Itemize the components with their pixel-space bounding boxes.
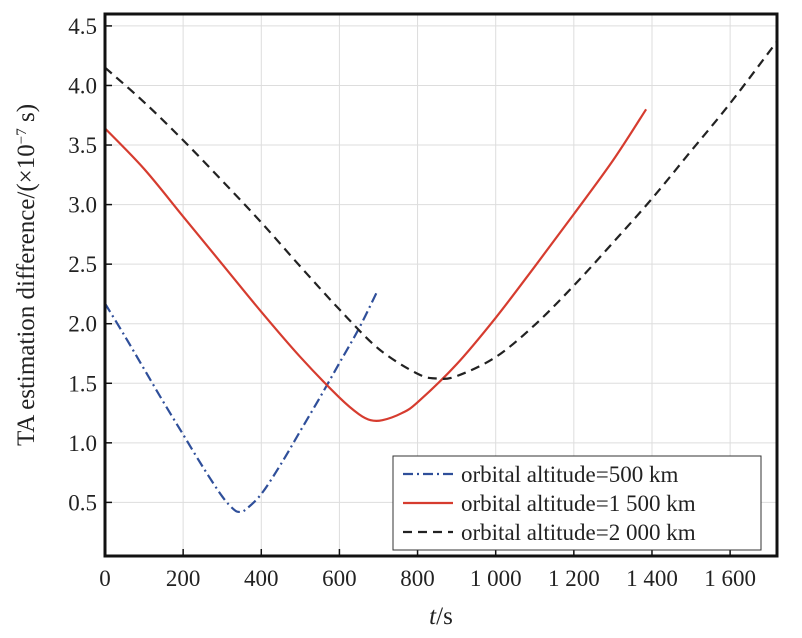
y-tick-label: 2.0 — [68, 312, 97, 337]
grid-lines — [104, 14, 777, 556]
x-tick-label: 1 600 — [704, 566, 756, 591]
x-tick-label: 0 — [99, 566, 111, 591]
y-tick-label: 4.0 — [68, 73, 97, 98]
series-line-3 — [104, 40, 778, 380]
y-tick-label: 2.5 — [68, 252, 97, 277]
x-axis-label: t/s — [429, 603, 453, 630]
series-line-2 — [104, 108, 648, 423]
legend-label-1: orbital altitude=500 km — [461, 462, 678, 487]
legend-box — [392, 455, 762, 551]
legend: orbital altitude=500 km orbital altitude=… — [392, 455, 762, 551]
plot-frame — [103, 12, 779, 558]
y-tick-label: 3.5 — [68, 133, 97, 158]
x-tick-label: 200 — [166, 566, 201, 591]
x-tick-label: 1 200 — [548, 566, 600, 591]
y-tick-label: 1.0 — [68, 431, 97, 456]
series-line-1 — [104, 292, 378, 514]
x-tick-label: 600 — [322, 566, 357, 591]
y-tick-label: 3.0 — [68, 193, 97, 218]
y-axis-label-tail: s) — [13, 104, 40, 128]
y-axis-ticks: 0.5 1.0 1.5 2.0 2.5 3.0 3.5 4.0 4.5 — [68, 14, 112, 515]
x-tick-label: 1 000 — [470, 566, 522, 591]
y-tick-label: 4.5 — [68, 14, 97, 39]
y-axis-label-exponent: −7 — [14, 128, 30, 144]
series-lines — [104, 40, 778, 514]
legend-label-2: orbital altitude=1 500 km — [461, 491, 696, 516]
x-tick-label: 400 — [244, 566, 279, 591]
y-tick-label: 0.5 — [68, 490, 97, 515]
x-axis-label-var: t — [429, 603, 437, 630]
legend-label-3: orbital altitude=2 000 km — [461, 520, 696, 545]
y-axis-label: TA estimation difference/(×10−7 s) — [13, 104, 40, 446]
y-tick-label: 1.5 — [68, 371, 97, 396]
y-axis-label-main: TA estimation difference/(×10 — [13, 144, 40, 446]
x-axis-ticks: 0 200 400 600 800 1 000 1 200 1 400 1 600 — [99, 549, 756, 591]
x-axis-label-unit: /s — [436, 603, 453, 630]
x-tick-label: 1 400 — [626, 566, 678, 591]
x-tick-label: 800 — [400, 566, 435, 591]
